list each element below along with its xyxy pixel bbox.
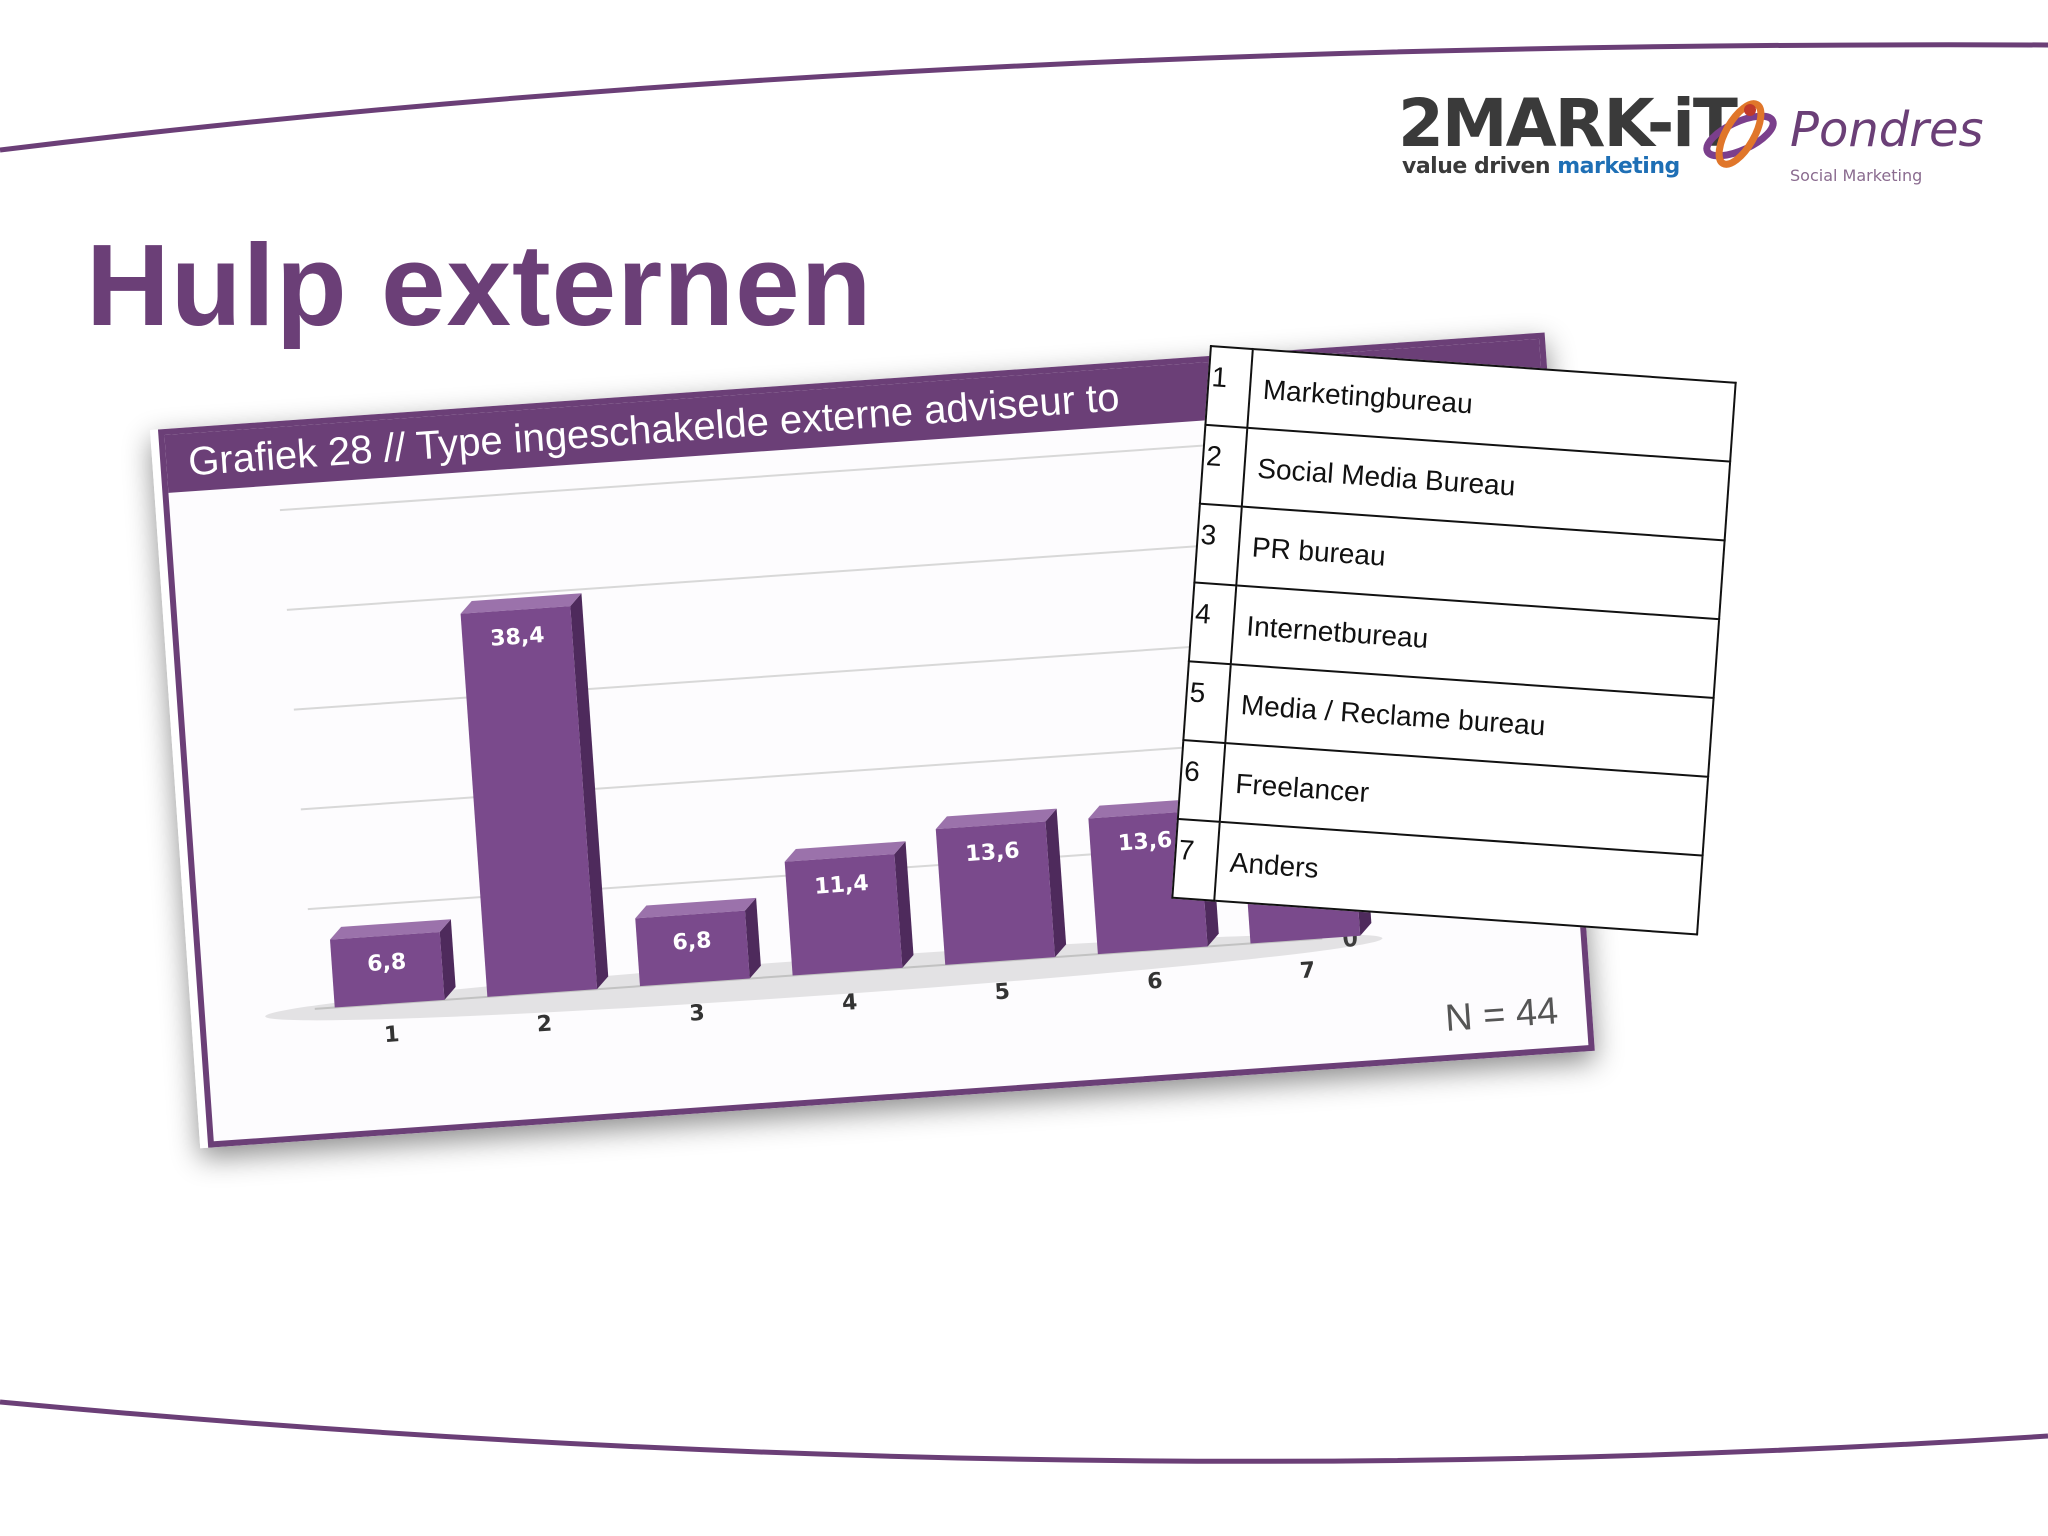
- bar-top: [784, 841, 906, 862]
- bar: [635, 910, 750, 987]
- pondres-swirl-icon: [1703, 100, 1777, 168]
- gridline: [279, 438, 1288, 512]
- bar: [784, 854, 903, 976]
- legend-table: 1 Marketingbureau 2 Social Media Bureau 3 PR …: [1171, 345, 1737, 936]
- x-category-label: 4: [841, 990, 858, 1016]
- logo-2markit-tagline-plain: value driven: [1402, 154, 1558, 179]
- bar-top: [329, 919, 451, 940]
- bar-top: [935, 808, 1057, 830]
- bar-top: [460, 593, 582, 614]
- x-category-label: 7: [1299, 958, 1316, 984]
- bar-side: [744, 897, 761, 979]
- bar-side: [570, 593, 609, 990]
- bar: [329, 932, 445, 1008]
- legend-row-number: 2: [1199, 424, 1248, 507]
- top-curve: [0, 42, 2048, 153]
- bottom-curve: [0, 1399, 2048, 1464]
- bar: [935, 821, 1055, 965]
- gridline: [286, 538, 1295, 611]
- legend-row-number: 3: [1194, 503, 1242, 586]
- bar-side: [1045, 808, 1067, 958]
- legend-row-number: 4: [1188, 582, 1237, 665]
- logo-2markit-tagline-accent: marketing: [1557, 154, 1680, 179]
- logo-pondres-name: Pondres: [1790, 102, 1984, 158]
- gridline: [293, 638, 1302, 711]
- x-category-label: 3: [689, 1001, 706, 1027]
- legend-table-body: 1 Marketingbureau 2 Social Media Bureau 3 PR …: [1172, 346, 1736, 935]
- x-category-label: 2: [536, 1011, 553, 1037]
- x-category-label: 1: [383, 1022, 400, 1048]
- x-category-label: 5: [994, 979, 1011, 1005]
- bar-side: [439, 919, 456, 1000]
- legend-row-number: 1: [1205, 346, 1253, 428]
- bar-value-label: 38,4: [489, 623, 545, 652]
- bar-value-label: 13,6: [965, 838, 1021, 867]
- legend-row-number: 6: [1177, 740, 1226, 822]
- bar: [460, 606, 598, 997]
- logo-pondres-subtitle: Social Marketing: [1790, 166, 1923, 185]
- legend-row-number: 5: [1183, 661, 1231, 744]
- sample-size-note: N = 44: [1443, 990, 1560, 1041]
- bar-value-label: 11,4: [814, 871, 870, 900]
- logo-pondres: Pondres Social Marketing: [1690, 88, 1990, 188]
- bar-value-label: 13,6: [1117, 828, 1173, 857]
- x-category-label: 6: [1146, 969, 1163, 995]
- logo-2markit: 2MARK-iT value driven marketing: [1398, 88, 1738, 186]
- logo-2markit-tagline: value driven marketing: [1402, 154, 1680, 179]
- logo-2markit-wordmark: 2MARK-iT: [1398, 85, 1738, 162]
- page-title: Hulp externen: [86, 220, 873, 350]
- bar-top: [635, 897, 757, 919]
- bar-value-label: 6,8: [366, 949, 407, 977]
- legend-row-number: 7: [1172, 818, 1220, 901]
- chart-floor-shadow: [265, 934, 1383, 1021]
- bar-side: [894, 841, 914, 968]
- bar-value-label: 6,8: [672, 928, 713, 956]
- gridline: [300, 737, 1309, 811]
